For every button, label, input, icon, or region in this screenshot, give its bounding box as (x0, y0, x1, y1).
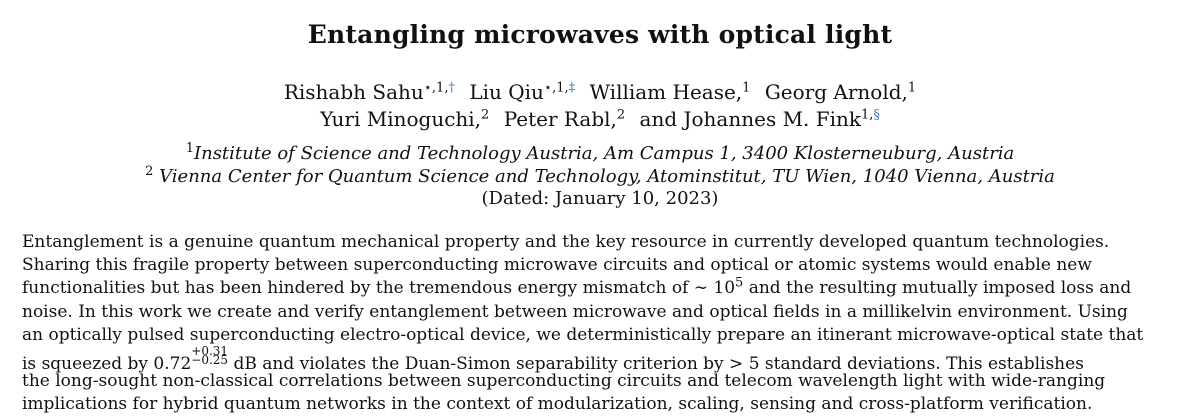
abstract-line: implications for hybrid quantum networks… (22, 394, 1093, 415)
author-georg-arnold: Georg Arnold,1 (764, 80, 917, 104)
abstract-line: functionalities but has been hindered by… (22, 275, 1132, 299)
author-yuri-minoguchi: Yuri Minoguchi,2 (320, 107, 490, 131)
dated-line: (Dated: January 10, 2023) (481, 188, 719, 209)
affiliation-1: 1Institute of Science and Technology Aus… (185, 141, 1015, 164)
author-johannes-fink: and Johannes M. Fink1,§ (639, 107, 880, 131)
paper-title: Entangling microwaves with optical light (307, 20, 893, 49)
abstract-line: Sharing this fragile property between su… (22, 255, 1092, 276)
abstract-line: noise. In this work we create and verify… (22, 301, 1128, 322)
footnote-link[interactable]: § (873, 107, 880, 123)
abstract-line: the long-sought non-classical correlatio… (22, 371, 1106, 392)
abstract-line: an optically pulsed superconducting elec… (22, 324, 1144, 345)
author-line-1: Rishabh Sahu⋆,1,† Liu Qiu⋆,1,‡ William H… (0, 80, 1200, 104)
footnote-link[interactable]: † (448, 80, 455, 96)
affiliation-2: 2 Vienna Center for Quantum Science and … (145, 164, 1055, 187)
author-william-hease: William Hease,1 (589, 80, 751, 104)
author-liu-qiu: Liu Qiu⋆,1,‡ (469, 80, 576, 104)
author-mark: ⋆ (543, 80, 553, 96)
footnote-link[interactable]: ‡ (568, 80, 576, 96)
exponent: 5 (735, 275, 744, 291)
abstract: Entanglement is a genuine quantum mechan… (22, 231, 1182, 417)
error-bounds: +0.31 −0.25 (191, 343, 229, 367)
author-line-2: Yuri Minoguchi,2 Peter Rabl,2 and Johann… (0, 107, 1200, 131)
author-rishabh-sahu: Rishabh Sahu⋆,1,† (283, 80, 455, 104)
abstract-line: Entanglement is a genuine quantum mechan… (22, 232, 1110, 252)
author-mark: ⋆ (423, 80, 432, 96)
abstract-line: is squeezed by 0.72 +0.31 −0.25 dB and vio… (22, 343, 1084, 374)
author-peter-rabl: Peter Rabl,2 (503, 107, 626, 131)
